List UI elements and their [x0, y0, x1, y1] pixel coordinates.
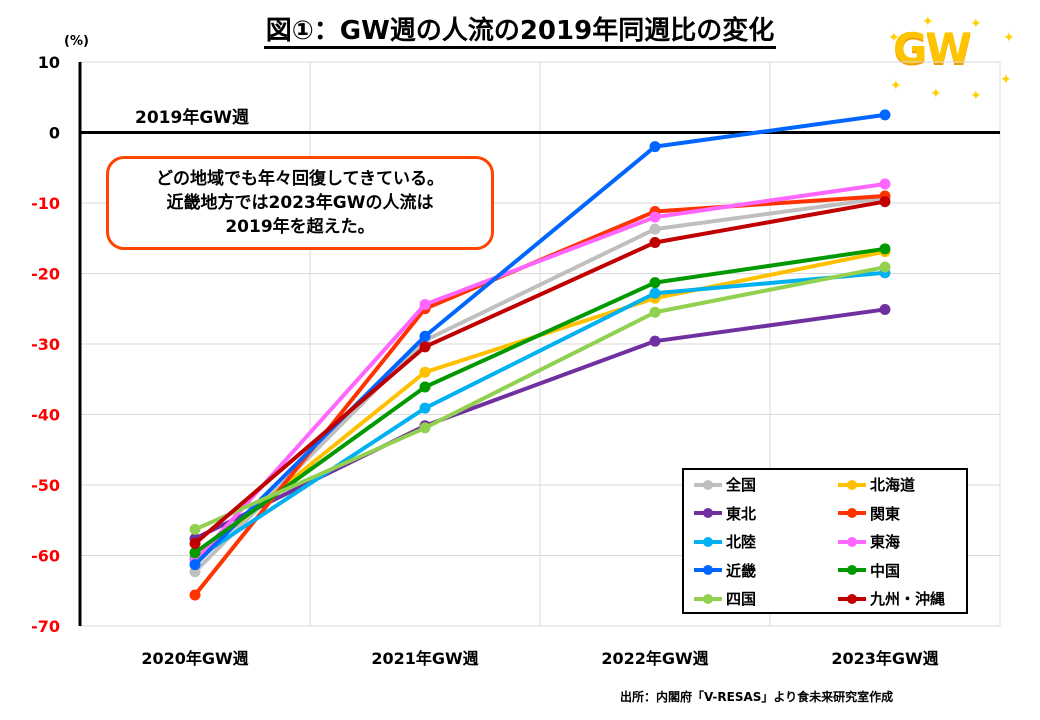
data-point [649, 223, 661, 235]
legend-swatch [694, 593, 722, 604]
data-point [879, 261, 891, 273]
annotation-line: 近畿地方では2023年GWの人流は [166, 193, 434, 213]
chart-title: 図①：GW週の人流の2019年同週比の変化 [0, 10, 1040, 49]
legend-item: 全国 [694, 474, 756, 495]
y-tick-label: -20 [31, 265, 60, 284]
data-point [419, 341, 431, 353]
series-line [193, 181, 886, 563]
star-icon: ✦ [888, 30, 900, 46]
data-point [649, 335, 661, 347]
legend-label: 全国 [726, 476, 757, 494]
legend-item: 四国 [694, 588, 756, 609]
series-line [193, 112, 886, 567]
legend-label: 四国 [726, 590, 757, 608]
legend-swatch [694, 565, 722, 575]
data-point [879, 178, 891, 190]
x-tick-label: 2022年GW週 [601, 649, 708, 668]
annotation-line: 2019年を超えた。 [225, 217, 375, 237]
legend-swatch [838, 479, 866, 490]
star-icon: ✦ [970, 88, 982, 104]
series-line [193, 196, 886, 574]
legend-item: 東北 [694, 503, 756, 524]
legend-label: 東北 [726, 504, 757, 523]
legend-label: 九州・沖縄 [870, 590, 946, 608]
data-point [419, 402, 431, 414]
data-point [419, 422, 431, 434]
legend-label: 中国 [870, 561, 901, 580]
y-axis-unit: (%) [64, 34, 89, 49]
legend-swatch [838, 593, 866, 604]
y-tick-label: -10 [31, 194, 60, 213]
legend-item: 九州・沖縄 [838, 588, 945, 609]
legend-swatch [694, 479, 722, 490]
star-icon: ✦ [930, 86, 942, 102]
data-point [189, 523, 201, 535]
y-tick-label: 10 [38, 53, 60, 72]
source-note: 出所：内閣府「V-RESAS」より食未来研究室作成 [620, 690, 894, 704]
legend-label: 北海道 [870, 476, 916, 494]
x-tick-label: 2021年GW週 [371, 649, 478, 668]
y-tick-label: 0 [49, 124, 60, 143]
gw-logo: GW [893, 24, 972, 73]
data-point [649, 236, 661, 248]
reference-line-label: 2019年GW週 [135, 108, 250, 128]
data-point [649, 287, 661, 299]
legend-swatch [694, 536, 722, 547]
y-tick-label: -60 [31, 547, 60, 566]
data-point [879, 243, 891, 255]
star-icon: ✦ [922, 14, 934, 30]
data-point [189, 538, 201, 550]
data-point [419, 330, 431, 342]
legend-item: 近畿 [694, 560, 756, 581]
legend-swatch [838, 565, 866, 575]
legend-item: 中国 [838, 560, 900, 581]
legend-item: 東海 [838, 531, 900, 552]
series-line [193, 199, 886, 546]
data-point [879, 196, 891, 208]
x-tick-label: 2023年GW週 [831, 649, 938, 668]
star-icon: ✦ [890, 78, 902, 94]
y-tick-label: -70 [31, 617, 60, 636]
x-tick-label: 2020年GW週 [141, 649, 248, 668]
series-line [194, 265, 886, 532]
data-point [879, 109, 891, 121]
legend-item: 関東 [838, 503, 900, 524]
legend-label: 北陸 [726, 533, 757, 551]
data-point [649, 211, 661, 223]
star-icon: ✦ [970, 16, 982, 32]
data-point [649, 277, 661, 289]
data-point [189, 589, 201, 601]
data-point [649, 306, 661, 318]
legend-swatch [838, 536, 866, 547]
star-icon: ✦ [1003, 30, 1015, 46]
y-tick-label: -50 [31, 476, 60, 495]
chart-legend: 全国 北海道東北 関東北陸 東海近畿 中国四国 九州・沖縄 [682, 468, 968, 614]
data-point [419, 366, 431, 378]
legend-label: 近畿 [726, 561, 757, 580]
series-line [193, 270, 886, 561]
data-point [419, 381, 431, 393]
legend-swatch [838, 508, 866, 518]
star-icon: ✦ [1000, 72, 1012, 88]
data-point [879, 303, 891, 315]
legend-swatch [694, 508, 722, 518]
legend-label: 東海 [870, 533, 901, 551]
annotation-line: どの地域でも年々回復してきている。 [156, 169, 444, 189]
data-point [649, 141, 661, 153]
annotation-box: どの地域でも年々回復してきている。 近畿地方では2023年GWの人流は 2019… [106, 156, 494, 250]
legend-item: 北海道 [838, 474, 915, 495]
series-line [193, 246, 886, 555]
data-point [189, 547, 201, 559]
y-tick-label: -30 [31, 335, 60, 354]
data-point [419, 299, 431, 311]
legend-label: 関東 [870, 504, 901, 523]
chart-title-text: 図①：GW週の人流の2019年同週比の変化 [263, 16, 777, 49]
legend-item: 北陸 [694, 531, 756, 552]
y-tick-label: -40 [31, 406, 60, 425]
data-point [189, 559, 201, 571]
